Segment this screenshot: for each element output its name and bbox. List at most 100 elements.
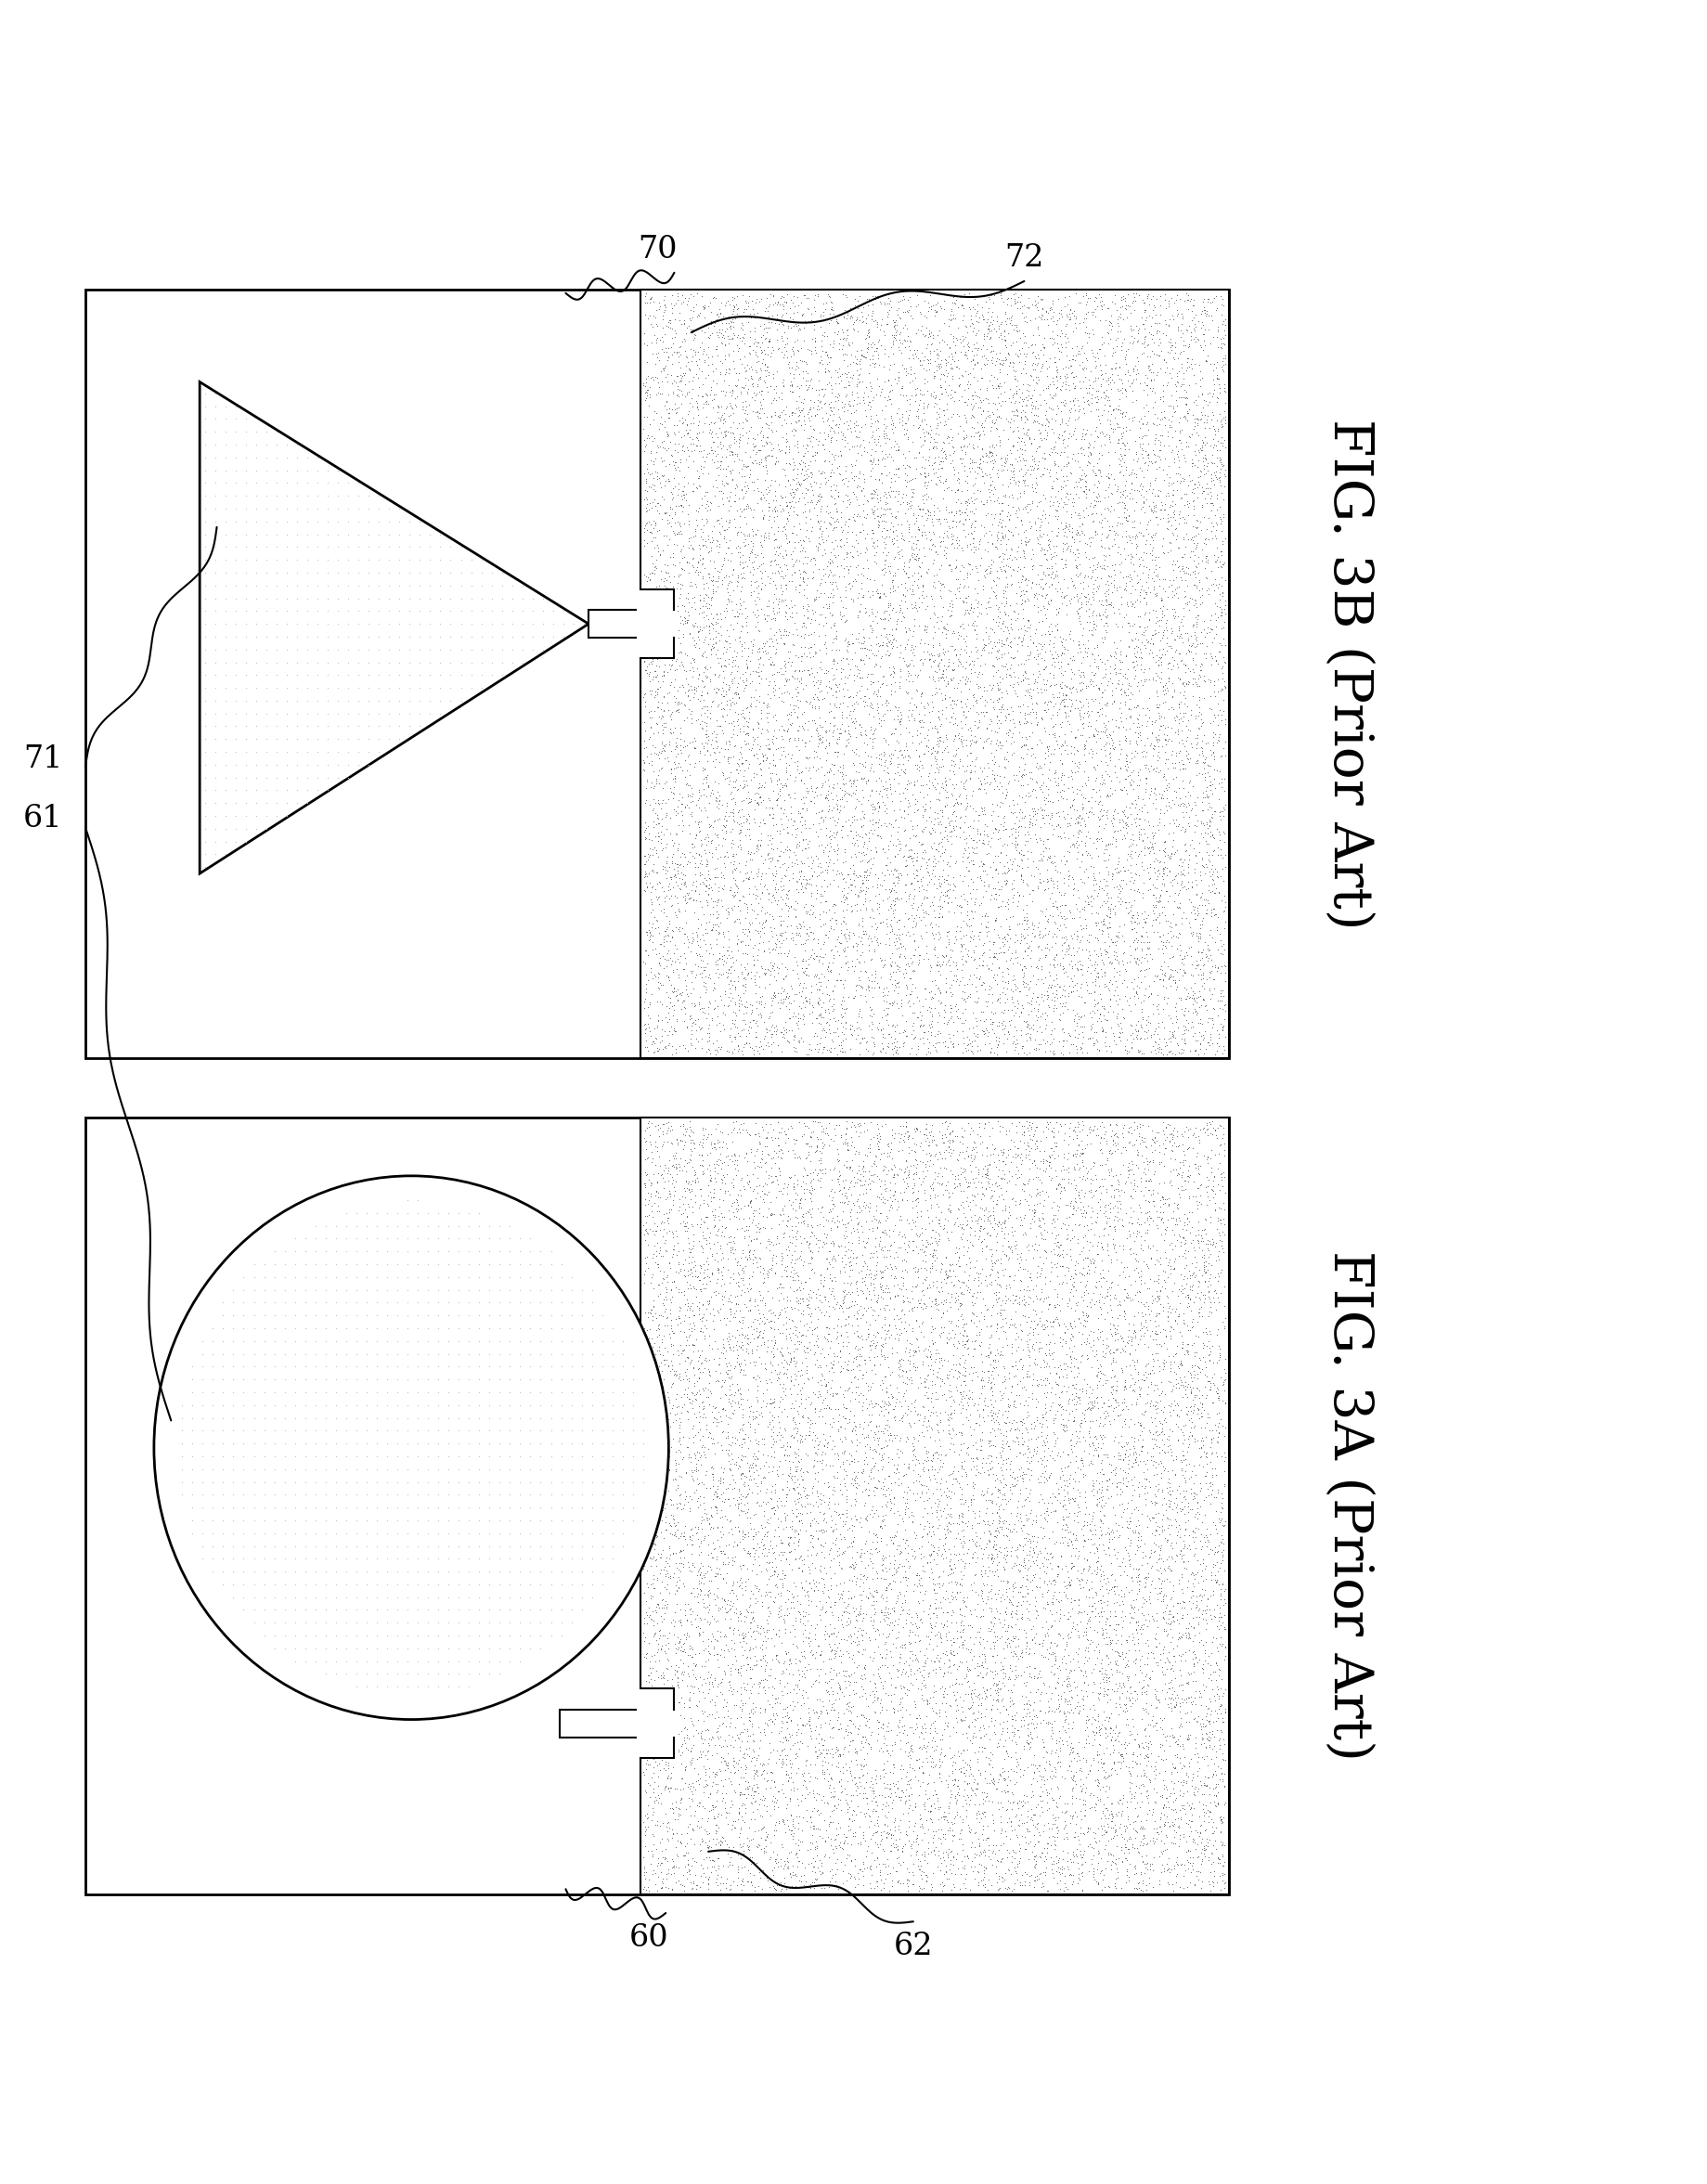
Point bbox=[978, 411, 1005, 446]
Point bbox=[966, 382, 993, 417]
Point bbox=[915, 638, 942, 673]
Point bbox=[1161, 1719, 1188, 1754]
Point bbox=[860, 1267, 888, 1302]
Point bbox=[1029, 371, 1057, 406]
Point bbox=[794, 893, 821, 928]
Point bbox=[703, 1695, 731, 1730]
Point bbox=[1181, 1457, 1209, 1492]
Point bbox=[954, 426, 982, 461]
Point bbox=[1089, 675, 1116, 710]
Point bbox=[842, 773, 869, 808]
Point bbox=[242, 452, 270, 487]
Point bbox=[1046, 1230, 1074, 1265]
Point bbox=[784, 1684, 811, 1719]
Point bbox=[831, 758, 859, 793]
Point bbox=[609, 1387, 637, 1422]
Point bbox=[959, 1227, 987, 1262]
Point bbox=[842, 1284, 869, 1319]
Point bbox=[1091, 1162, 1118, 1197]
Point bbox=[1046, 946, 1074, 981]
Point bbox=[664, 900, 691, 935]
Point bbox=[1004, 612, 1031, 646]
Point bbox=[1043, 795, 1070, 830]
Point bbox=[997, 1374, 1024, 1409]
Point bbox=[881, 1258, 908, 1293]
Point bbox=[992, 443, 1019, 478]
Point bbox=[1103, 349, 1130, 384]
Point bbox=[754, 1708, 782, 1743]
Point bbox=[886, 784, 913, 819]
Point bbox=[678, 692, 705, 727]
Point bbox=[867, 1872, 894, 1907]
Point bbox=[913, 1728, 941, 1762]
Point bbox=[891, 456, 918, 491]
Point bbox=[855, 679, 883, 714]
Point bbox=[813, 1837, 840, 1872]
Point bbox=[891, 1627, 918, 1662]
Point bbox=[1164, 618, 1191, 653]
Point bbox=[1074, 1160, 1101, 1195]
Point bbox=[770, 1356, 797, 1391]
Point bbox=[1075, 1317, 1103, 1352]
Point bbox=[719, 1164, 746, 1199]
Point bbox=[835, 1813, 862, 1848]
Point bbox=[688, 1315, 715, 1350]
Point bbox=[661, 1315, 688, 1350]
Point bbox=[864, 277, 891, 312]
Point bbox=[580, 1697, 608, 1732]
Point bbox=[736, 1372, 763, 1406]
Point bbox=[850, 1184, 877, 1219]
Point bbox=[1140, 1343, 1168, 1378]
Point bbox=[818, 598, 845, 633]
Point bbox=[1110, 1452, 1137, 1487]
Point bbox=[1036, 1105, 1063, 1140]
Point bbox=[1091, 1339, 1118, 1374]
Point bbox=[860, 1461, 888, 1496]
Point bbox=[915, 1409, 942, 1444]
Point bbox=[855, 1328, 883, 1363]
Point bbox=[662, 1356, 690, 1391]
Point bbox=[666, 446, 693, 480]
Point bbox=[1121, 1437, 1149, 1472]
Point bbox=[1029, 1590, 1057, 1625]
Point bbox=[661, 653, 688, 688]
Point bbox=[872, 1241, 900, 1275]
Point bbox=[1113, 596, 1140, 631]
Point bbox=[679, 609, 707, 644]
Point bbox=[1009, 1514, 1036, 1548]
Point bbox=[644, 1247, 671, 1282]
Point bbox=[1120, 1734, 1147, 1769]
Point bbox=[1028, 791, 1055, 826]
Point bbox=[1120, 1016, 1147, 1051]
Point bbox=[795, 867, 823, 902]
Point bbox=[650, 1675, 678, 1710]
Point bbox=[913, 1767, 941, 1802]
Point bbox=[1147, 1642, 1174, 1677]
Point bbox=[654, 1701, 681, 1736]
Point bbox=[852, 1800, 879, 1835]
Point bbox=[1053, 1601, 1081, 1636]
Point bbox=[1183, 1391, 1210, 1426]
Point bbox=[961, 1621, 988, 1655]
Point bbox=[1110, 1444, 1137, 1479]
Point bbox=[993, 1597, 1021, 1631]
Point bbox=[739, 1706, 766, 1741]
Point bbox=[1133, 1555, 1161, 1590]
Point bbox=[922, 424, 949, 459]
Point bbox=[1033, 542, 1060, 577]
Point bbox=[1154, 1664, 1181, 1699]
Point bbox=[961, 502, 988, 537]
Point bbox=[920, 452, 947, 487]
Point bbox=[688, 325, 715, 360]
Point bbox=[845, 1206, 872, 1241]
Point bbox=[1094, 880, 1121, 915]
Point bbox=[737, 1784, 765, 1819]
Point bbox=[1004, 424, 1031, 459]
Point bbox=[679, 1230, 707, 1265]
Point bbox=[652, 1583, 679, 1618]
Point bbox=[785, 1476, 813, 1511]
Point bbox=[1063, 1133, 1091, 1168]
Point bbox=[1181, 382, 1209, 417]
Point bbox=[1029, 572, 1057, 607]
Point bbox=[797, 1280, 824, 1315]
